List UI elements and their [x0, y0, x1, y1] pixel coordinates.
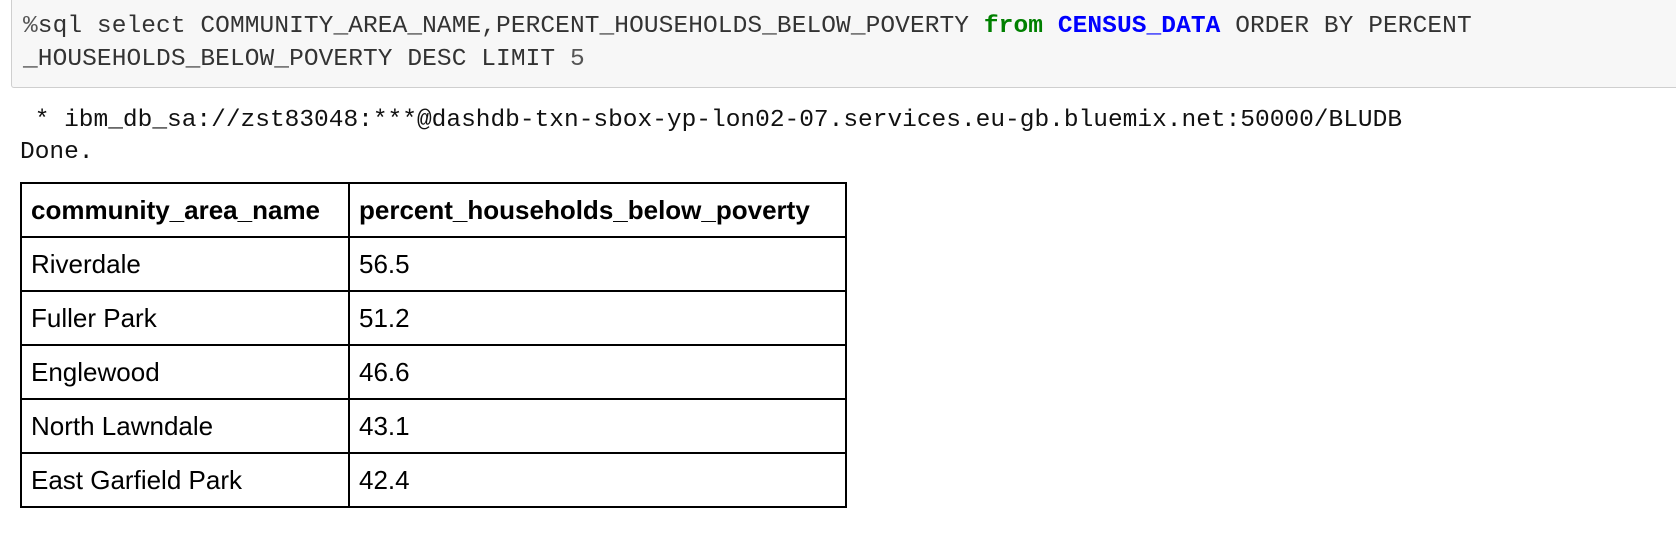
limit-number: 5 — [569, 46, 585, 73]
column-header-community-area-name: community_area_name — [20, 182, 350, 238]
code-cell-input[interactable]: %sql select COMMUNITY_AREA_NAME,PERCENT_… — [11, 0, 1676, 88]
connection-string: * ibm_db_sa://zst83048:***@dashdb-txn-sb… — [20, 107, 1403, 134]
table-row: North Lawndale 43.1 — [20, 398, 847, 454]
table-row: Fuller Park 51.2 — [20, 290, 847, 346]
community-area-cell: Fuller Park — [20, 290, 350, 346]
status-text: Done. — [20, 139, 94, 166]
poverty-percent-cell: 51.2 — [348, 290, 847, 346]
magic-symbol: % — [23, 13, 38, 40]
table-header-row: community_area_name percent_households_b… — [20, 182, 847, 238]
code-text: sql select COMMUNITY_AREA_NAME,PERCENT_H… — [37, 13, 984, 40]
poverty-percent-cell: 43.1 — [348, 398, 847, 454]
table-name: CENSUS_DATA — [1057, 13, 1221, 40]
poverty-percent-cell: 46.6 — [348, 344, 847, 400]
column-header-percent-households-below-poverty: percent_households_below_poverty — [348, 182, 847, 238]
poverty-percent-cell: 42.4 — [348, 452, 847, 508]
community-area-cell: East Garfield Park — [20, 452, 350, 508]
code-text-continued: _HOUSEHOLDS_BELOW_POVERTY DESC LIMIT — [23, 46, 570, 73]
table-row: East Garfield Park 42.4 — [20, 452, 847, 508]
table-row: Englewood 46.6 — [20, 344, 847, 400]
result-table: community_area_name percent_households_b… — [20, 182, 847, 508]
code-line-1: %sql select COMMUNITY_AREA_NAME,PERCENT_… — [23, 12, 1472, 42]
poverty-percent-cell: 56.5 — [348, 236, 847, 292]
community-area-cell: Riverdale — [20, 236, 350, 292]
code-line-2: _HOUSEHOLDS_BELOW_POVERTY DESC LIMIT 5 — [23, 45, 585, 75]
code-text-suffix: ORDER BY PERCENT — [1220, 13, 1472, 40]
community-area-cell: Englewood — [20, 344, 350, 400]
keyword-from: from — [983, 13, 1044, 40]
community-area-cell: North Lawndale — [20, 398, 350, 454]
table-row: Riverdale 56.5 — [20, 236, 847, 292]
